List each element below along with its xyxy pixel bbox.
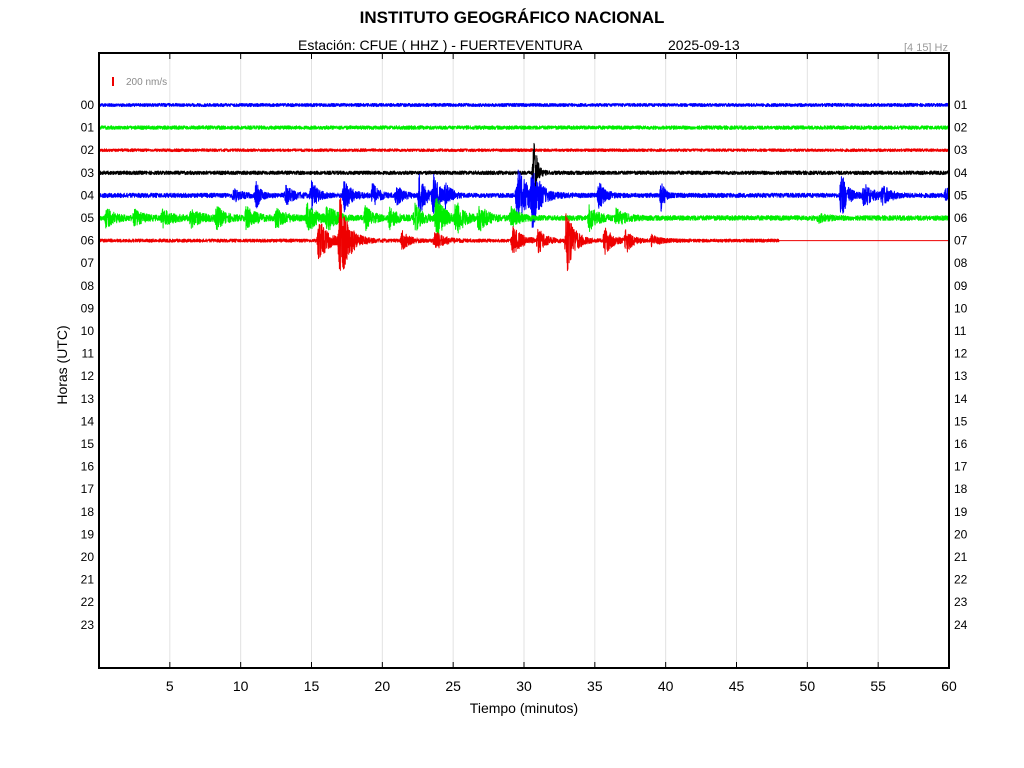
left-hour-label-00: 00 [81, 98, 95, 112]
left-hour-label-17: 17 [81, 482, 95, 496]
right-hour-label-12: 12 [954, 347, 968, 361]
filter-band-label: [4 15] Hz [903, 42, 948, 54]
right-hour-label-06: 06 [954, 211, 968, 225]
amplitude-scale-marker: 200 nm/s [112, 77, 167, 88]
x-axis-ticks: 5 10 15 20 25 30 35 40 45 50 55 60 [166, 53, 957, 694]
left-hour-label-09: 09 [81, 301, 95, 315]
right-hour-label-13: 13 [954, 369, 968, 383]
left-hour-label-04: 04 [81, 188, 95, 202]
right-hour-label-01: 01 [954, 98, 968, 112]
x-tick-label-15: 15 [304, 678, 320, 694]
x-tick-label-25: 25 [445, 678, 461, 694]
x-tick-label-55: 55 [870, 678, 886, 694]
chart-title: INSTITUTO GEOGRÁFICO NACIONAL [359, 8, 665, 27]
trace-hour-02 [98, 148, 950, 153]
trace-hour-03 [98, 142, 950, 202]
left-hour-label-18: 18 [81, 505, 95, 519]
x-tick-label-60: 60 [941, 678, 957, 694]
trace-hour-06 [98, 197, 780, 272]
x-tick-label-10: 10 [233, 678, 249, 694]
left-hour-label-16: 16 [81, 460, 95, 474]
right-hour-label-18: 18 [954, 482, 968, 496]
grid-lines [169, 53, 879, 668]
right-hour-label-19: 19 [954, 505, 968, 519]
right-hour-label-17: 17 [954, 460, 968, 474]
right-hour-label-07: 07 [954, 234, 968, 248]
left-hour-label-23: 23 [81, 618, 95, 632]
y-axis-label: Horas (UTC) [54, 325, 70, 405]
scale-label: 200 nm/s [126, 77, 167, 88]
trace-hour-05 [98, 197, 950, 238]
right-hour-label-16: 16 [954, 437, 968, 451]
x-tick-label-40: 40 [658, 678, 674, 694]
left-hour-label-19: 19 [81, 527, 95, 541]
left-hour-label-05: 05 [81, 211, 95, 225]
right-hour-label-08: 08 [954, 256, 968, 270]
x-tick-label-20: 20 [375, 678, 391, 694]
right-hour-label-14: 14 [954, 392, 968, 406]
left-hour-label-15: 15 [81, 437, 95, 451]
x-tick-label-45: 45 [729, 678, 745, 694]
left-hour-label-22: 22 [81, 595, 95, 609]
left-hour-label-20: 20 [81, 550, 95, 564]
left-hour-label-03: 03 [81, 166, 95, 180]
left-hour-label-21: 21 [81, 573, 95, 587]
x-tick-label-5: 5 [166, 678, 174, 694]
right-hour-label-20: 20 [954, 527, 968, 541]
hour-axis-labels: 00 01 02 03 04 05 06 07 08 09 10 11 12 13 14 15 16 17 18 19… [81, 98, 968, 632]
right-hour-label-11: 11 [954, 324, 967, 338]
left-hour-label-06: 06 [81, 234, 95, 248]
right-hour-label-15: 15 [954, 414, 968, 428]
x-tick-label-35: 35 [587, 678, 603, 694]
right-hour-label-23: 23 [954, 595, 968, 609]
right-hour-label-02: 02 [954, 121, 968, 135]
right-hour-label-03: 03 [954, 143, 968, 157]
x-tick-label-50: 50 [800, 678, 816, 694]
right-hour-label-09: 09 [954, 279, 968, 293]
right-hour-label-24: 24 [954, 618, 968, 632]
left-hour-label-08: 08 [81, 279, 95, 293]
left-hour-label-10: 10 [81, 324, 95, 338]
left-hour-label-11: 11 [82, 347, 95, 361]
seismic-traces [98, 102, 950, 272]
right-hour-label-10: 10 [954, 301, 968, 315]
trace-hour-00 [98, 102, 950, 108]
right-hour-label-04: 04 [954, 166, 968, 180]
left-hour-label-14: 14 [81, 414, 95, 428]
x-tick-label-30: 30 [516, 678, 532, 694]
trace-hour-04 [98, 169, 950, 228]
left-hour-label-01: 01 [81, 121, 95, 135]
date-label: 2025-09-13 [668, 37, 740, 53]
station-label: Estación: CFUE ( HHZ ) - FUERTEVENTURA [298, 37, 583, 53]
left-hour-label-12: 12 [81, 369, 95, 383]
left-hour-label-02: 02 [81, 143, 95, 157]
x-axis-label: Tiempo (minutos) [469, 700, 579, 716]
trace-hour-01 [98, 125, 950, 130]
right-hour-label-05: 05 [954, 188, 968, 202]
right-hour-label-21: 21 [954, 550, 968, 564]
left-hour-label-07: 07 [81, 256, 95, 270]
left-hour-label-13: 13 [81, 392, 95, 406]
right-hour-label-22: 22 [954, 573, 968, 587]
